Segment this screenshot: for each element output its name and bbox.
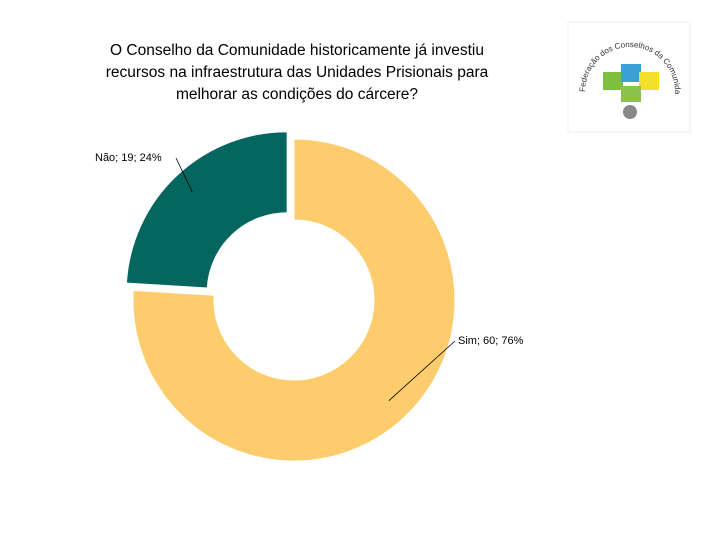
leader-line <box>175 157 193 193</box>
leader-line <box>388 340 456 401</box>
data-label: Não; 19; 24% <box>95 152 162 164</box>
chart-title-line: melhorar as condições do cárcere? <box>176 86 418 103</box>
donut-slice <box>132 138 456 462</box>
donut-slice <box>125 131 288 289</box>
logo-figure <box>623 105 637 119</box>
chart-title-line: O Conselho da Comunidade historicamente … <box>110 42 484 59</box>
logo-piece <box>621 86 641 102</box>
logo-piece <box>603 72 623 90</box>
data-label: Sim; 60; 76% <box>458 335 524 347</box>
logo-piece <box>639 72 659 90</box>
logo-piece <box>621 64 641 82</box>
chart-title-line: recursos na infraestrutura das Unidades … <box>106 64 489 81</box>
